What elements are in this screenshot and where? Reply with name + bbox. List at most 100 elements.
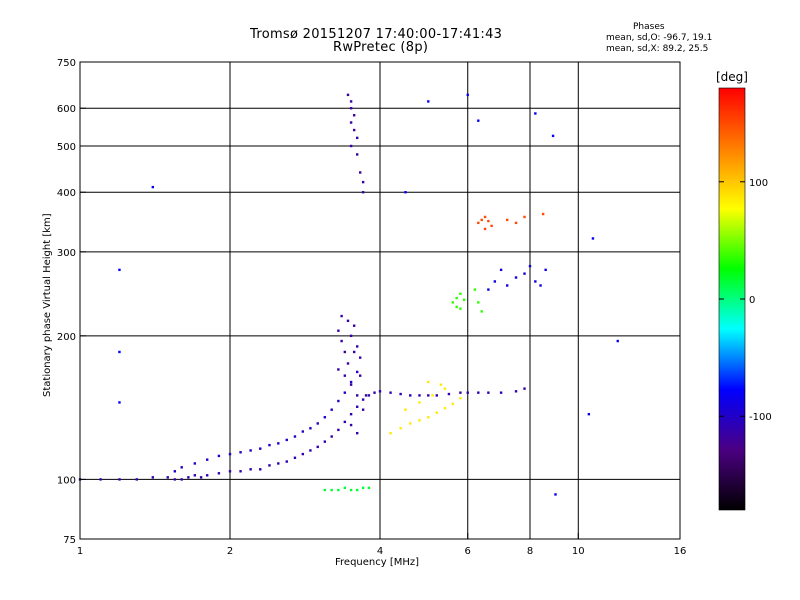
data-point bbox=[343, 374, 347, 377]
chart-subtitle: RwPretec (8p) bbox=[333, 40, 429, 55]
data-point bbox=[268, 464, 271, 467]
data-point bbox=[477, 221, 480, 225]
stats-x-mode: mean, sd,X: 89.2, 25.5 bbox=[606, 44, 709, 54]
data-point bbox=[118, 401, 121, 404]
data-point bbox=[439, 383, 443, 386]
data-point bbox=[352, 128, 356, 132]
data-point bbox=[409, 422, 412, 425]
data-point bbox=[389, 431, 392, 435]
data-point bbox=[355, 431, 359, 435]
data-point bbox=[358, 374, 362, 377]
data-point bbox=[352, 350, 356, 354]
data-point bbox=[477, 119, 480, 122]
data-point bbox=[587, 412, 591, 416]
data-point bbox=[151, 476, 155, 479]
data-point bbox=[228, 470, 232, 473]
data-point bbox=[180, 478, 183, 481]
data-point bbox=[239, 451, 242, 454]
data-point bbox=[349, 383, 353, 386]
data-point bbox=[493, 280, 497, 283]
data-point bbox=[118, 478, 121, 481]
data-point bbox=[487, 288, 490, 291]
data-point bbox=[355, 394, 359, 397]
y-tick-label: 75 bbox=[63, 535, 76, 546]
y-tick-label: 750 bbox=[57, 58, 76, 69]
data-point bbox=[187, 476, 190, 479]
y-tick-label: 100 bbox=[57, 475, 76, 486]
data-points bbox=[78, 93, 619, 496]
data-point bbox=[330, 408, 333, 411]
data-point bbox=[361, 191, 365, 194]
data-point bbox=[399, 427, 402, 430]
data-point bbox=[249, 468, 252, 471]
data-point bbox=[459, 292, 462, 295]
data-point bbox=[505, 284, 509, 287]
data-point bbox=[352, 114, 356, 117]
colorbar-tick-label: -100 bbox=[749, 412, 772, 423]
data-point bbox=[337, 428, 340, 432]
data-point bbox=[418, 394, 421, 397]
data-point bbox=[285, 438, 288, 442]
x-tick-label: 4 bbox=[377, 546, 383, 557]
stats-o-mode: mean, sd,O: -96.7, 19.1 bbox=[606, 33, 713, 43]
data-point bbox=[277, 442, 280, 445]
y-tick-label: 300 bbox=[57, 248, 76, 259]
data-point bbox=[349, 380, 353, 384]
data-point bbox=[418, 419, 421, 422]
data-point bbox=[343, 391, 347, 394]
data-point bbox=[205, 474, 209, 477]
data-point bbox=[514, 276, 518, 279]
data-point bbox=[293, 435, 297, 438]
data-point bbox=[361, 398, 365, 401]
data-point bbox=[483, 227, 487, 231]
data-point bbox=[349, 121, 353, 124]
data-point bbox=[118, 350, 121, 354]
data-point bbox=[483, 215, 487, 219]
data-point bbox=[523, 272, 526, 275]
data-point bbox=[451, 301, 455, 304]
data-point bbox=[205, 458, 209, 461]
data-point bbox=[349, 423, 353, 427]
data-point bbox=[459, 307, 462, 310]
data-point bbox=[523, 215, 526, 219]
data-point bbox=[340, 339, 343, 343]
data-point bbox=[514, 221, 518, 225]
data-point bbox=[499, 268, 503, 272]
data-point bbox=[427, 100, 430, 103]
data-point bbox=[361, 486, 365, 490]
data-point bbox=[443, 387, 447, 390]
data-point bbox=[259, 468, 262, 471]
data-point bbox=[346, 362, 350, 365]
data-point bbox=[349, 334, 353, 338]
x-tick-label: 8 bbox=[527, 546, 533, 557]
data-point bbox=[554, 493, 557, 496]
data-point bbox=[378, 390, 382, 393]
colorbar-unit-label: [deg] bbox=[716, 70, 748, 84]
data-point bbox=[487, 219, 490, 223]
data-point bbox=[389, 391, 392, 394]
data-point bbox=[343, 350, 347, 354]
data-point bbox=[343, 420, 347, 424]
data-point bbox=[480, 218, 483, 222]
data-point bbox=[285, 460, 288, 463]
data-point bbox=[355, 405, 359, 408]
data-point bbox=[534, 112, 537, 115]
data-point bbox=[435, 394, 438, 397]
chart-title: Tromsø 20151207 17:40:00-17:41:43 bbox=[250, 27, 503, 42]
data-point bbox=[409, 394, 412, 397]
data-point bbox=[239, 470, 242, 473]
data-point bbox=[337, 329, 340, 332]
data-point bbox=[355, 488, 359, 492]
data-point bbox=[349, 412, 353, 416]
data-point bbox=[358, 171, 362, 174]
data-point bbox=[330, 488, 333, 492]
data-point bbox=[135, 478, 138, 481]
data-point bbox=[427, 380, 430, 384]
data-point bbox=[118, 268, 121, 272]
data-point bbox=[309, 449, 312, 452]
data-point bbox=[330, 435, 333, 438]
data-point bbox=[418, 401, 421, 404]
y-tick-label: 500 bbox=[57, 142, 76, 153]
x-axis-label: Frequency [MHz] bbox=[335, 557, 420, 568]
